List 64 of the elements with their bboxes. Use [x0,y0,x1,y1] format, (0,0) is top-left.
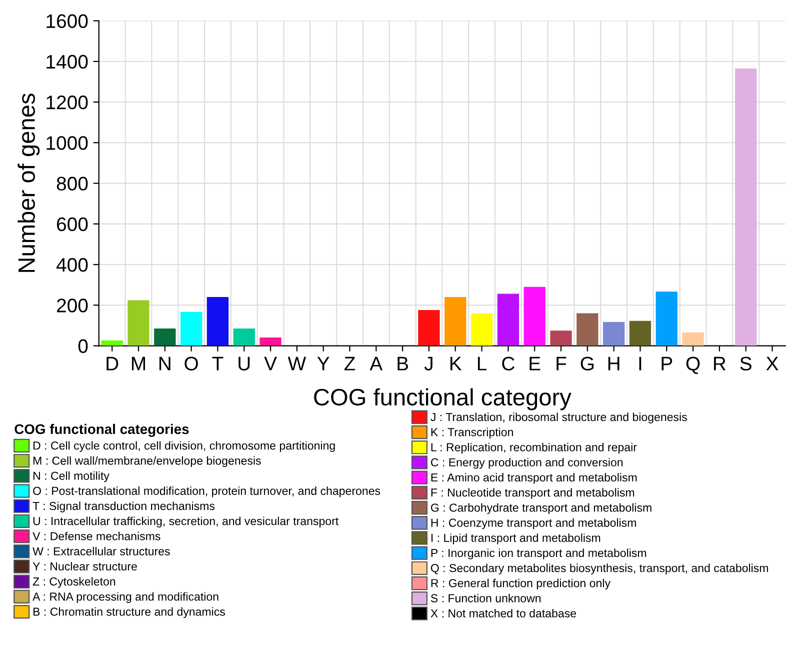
legend-label: J : Translation, ribosomal structure and biogenesis [430,412,687,424]
legend-label: I : Lipid transport and metabolism [431,533,600,544]
legend-label: A : RNA processing and modification [32,592,218,603]
legend-label: P : Inorganic ion transport and metabolism [431,548,646,560]
x-tick-label: A [370,356,383,370]
x-tick-label: P [662,356,672,370]
legend-label: B : Chromatin structure and dynamics [33,607,225,618]
x-tick-label: L [478,356,487,370]
y-tick-label: 1000 [46,136,88,150]
x-tick-label: W [288,356,306,370]
x-tick-label: O [184,356,198,370]
legend-label: L : Replication, recombination and repair [431,442,637,454]
x-tick-label: X [766,356,778,370]
legend-label: R : General function prediction only [431,578,610,590]
x-tick-label: S [740,356,752,370]
legend-label: V : Defense mechanisms [32,532,160,540]
legend-label: K : Transcription [431,428,513,438]
legend-label: D : Cell cycle control, cell division, chromosome partitioning [33,441,335,452]
x-tick-label: H [608,356,620,370]
x-tick-label: U [238,356,250,370]
y-tick-label: 600 [57,217,88,232]
legend-title: COG functional categories [14,424,189,437]
legend-label: G : Carbohydrate transport and metabolism [431,503,652,514]
legend-label: F : Nucleotide transport and metabolism [431,488,634,499]
x-axis-title: COG functional category [314,388,572,410]
y-tick-label: 0 [78,339,88,354]
x-tick-label: C [502,356,514,370]
legend-label: X : Not matched to database [430,608,576,618]
y-tick-label: 200 [57,298,88,312]
y-tick-label: 1200 [46,96,88,110]
x-tick-label: K [450,356,462,370]
legend-label: E : Amino acid transport and metabolism [431,473,637,484]
y-tick-label: 400 [56,258,88,272]
legend-label: H : Coenzyme transport and metabolism [431,518,636,530]
y-tick-label: 800 [56,176,88,191]
legend-label: N : Cell motility [33,471,110,482]
legend-label: T : Signal transduction mechanisms [32,502,215,512]
x-tick-label: E [530,356,540,370]
y-axis-title: Number of genes [18,94,40,272]
x-tick-label: Y [317,356,330,370]
x-tick-label: T [212,356,224,370]
x-tick-label: V [264,356,277,370]
x-tick-label: I [639,356,642,370]
x-tick-label: R [714,356,726,370]
x-tick-label: J [424,356,432,370]
x-tick-label: N [159,356,170,370]
x-tick-label: Z [344,356,356,370]
legend-label: S : Function unknown [430,594,541,602]
x-tick-label: B [398,356,408,370]
legend-label: O : Post-translational modification, protein turnover, and chaperones [33,486,380,498]
legend-label: C : Energy production and conversion [431,458,623,469]
x-tick-label: F [556,356,566,370]
x-tick-label: M [132,356,145,370]
legend-label: W : Extracellular structures [32,546,170,556]
legend-label: Z : Cytoskeleton [32,577,116,588]
x-tick-label: D [106,356,118,370]
x-tick-label: G [580,356,594,370]
legend-label: U : Intracellular trafficking, secretion, and vesicular transport [33,516,339,528]
legend-label: Y : Nuclear structure [32,562,137,570]
x-tick-label: Q [686,356,700,374]
y-tick-label: 1600 [46,14,88,28]
legend-label: M : Cell wall/membrane/envelope biogenesis [33,456,261,468]
legend-label: Q : Secondary metabolites biosynthesis, transport, and catabolism [430,564,768,574]
y-tick-label: 1400 [46,54,88,69]
